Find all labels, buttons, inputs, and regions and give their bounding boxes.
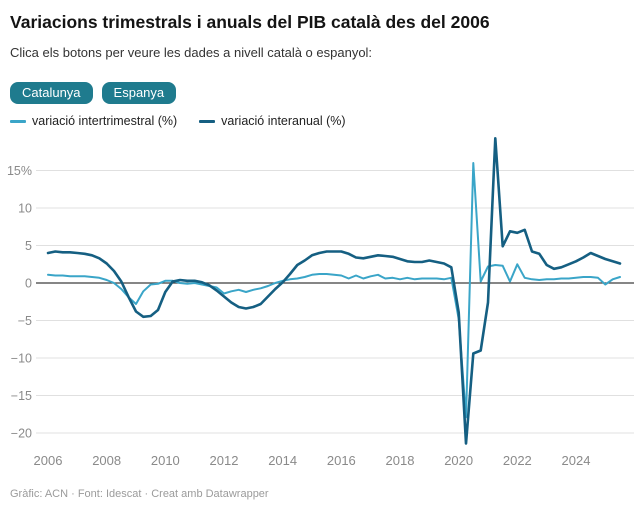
- legend-item-intertrimestral: variació intertrimestral (%): [10, 114, 177, 128]
- series-line-intertrimestral: [47, 162, 621, 419]
- y-tick-label: 10: [18, 202, 32, 216]
- chart-footer: Gràfic: ACN · Font: Idescat · Creat amb …: [10, 488, 269, 500]
- y-tick-label: 0: [25, 277, 32, 291]
- legend-swatch-intertrimestral: [10, 119, 26, 123]
- chart-title: Variacions trimestrals i anuals del PIB …: [10, 12, 490, 32]
- y-tick-label: 15%: [7, 164, 32, 178]
- x-tick-label: 2010: [151, 453, 180, 468]
- x-tick-label: 2008: [92, 453, 121, 468]
- legend-swatch-interanual: [199, 119, 216, 123]
- x-tick-label: 2006: [34, 453, 63, 468]
- y-tick-label: −10: [11, 352, 32, 366]
- x-tick-label: 2018: [386, 453, 415, 468]
- button-espanya[interactable]: Espanya: [101, 82, 177, 104]
- legend-label-interanual: variació interanual (%): [221, 114, 346, 128]
- y-tick-label: −15: [11, 389, 32, 403]
- x-tick-label: 2024: [562, 453, 591, 468]
- legend-label-intertrimestral: variació intertrimestral (%): [32, 114, 178, 128]
- x-tick-label: 2014: [268, 453, 297, 468]
- legend-item-interanual: variació interanual (%): [199, 114, 346, 128]
- x-tick-label: 2012: [210, 453, 239, 468]
- x-tick-label: 2016: [327, 453, 356, 468]
- chart-legend: variació intertrimestral (%) variació in…: [10, 114, 630, 128]
- region-buttons: Catalunya Espanya: [10, 82, 630, 104]
- series-line-interanual: [46, 137, 622, 445]
- button-catalunya[interactable]: Catalunya: [10, 82, 93, 104]
- x-tick-label: 2022: [503, 453, 532, 468]
- chart-subtitle: Clica els botons per veure les dades a n…: [10, 45, 373, 60]
- y-tick-label: −5: [18, 314, 32, 328]
- y-tick-label: 5: [25, 239, 32, 253]
- y-tick-label: −20: [11, 427, 32, 441]
- x-tick-label: 2020: [444, 453, 473, 468]
